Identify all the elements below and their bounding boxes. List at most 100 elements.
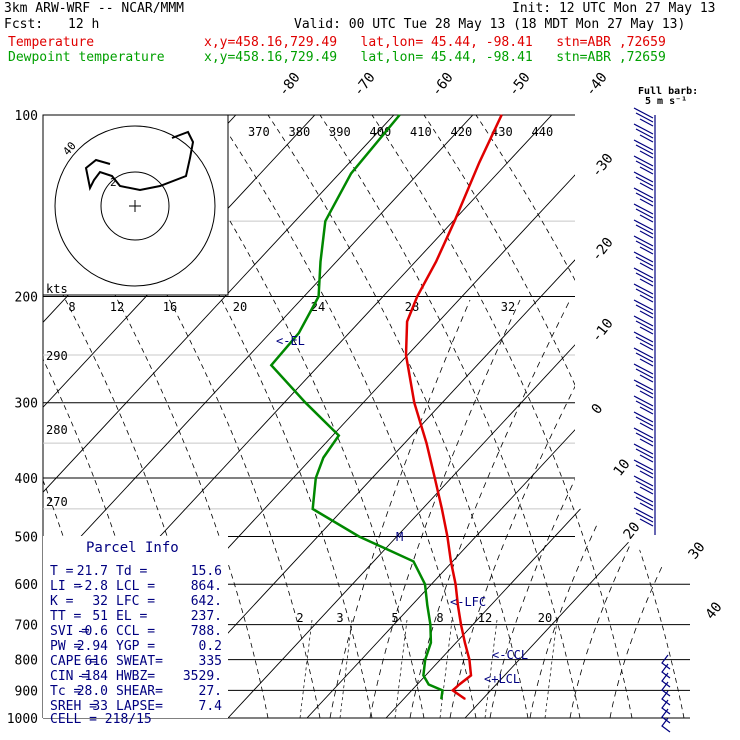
- isotherm-label: -50: [506, 70, 534, 100]
- temperature-line-point: [457, 604, 459, 606]
- theta-label: 280: [46, 423, 68, 437]
- moist-adiabat: [609, 299, 690, 718]
- moist-adiabat: [409, 299, 571, 718]
- theta-label: 390: [329, 125, 351, 139]
- parcel-info-key: LI =: [50, 579, 81, 594]
- level-annotation: <+LCL: [484, 672, 520, 686]
- parcel-info-key: HWBZ=: [116, 669, 155, 684]
- dewpoint-station-info: x,y=458.16,729.49 lat,lon= 45.44, -98.41…: [204, 50, 666, 65]
- dewpoint-line-point: [358, 535, 360, 538]
- pressure-tick-100: 100: [15, 109, 38, 124]
- wind-barb: [633, 203, 654, 223]
- wind-barb: [633, 411, 654, 431]
- theta-label: 270: [46, 495, 68, 509]
- valid-time: Valid: 00 UTC Tue 28 May 13 (18 MDT Mon …: [294, 17, 686, 32]
- temperature-line: [404, 114, 503, 701]
- temperature-legend: Temperature: [8, 35, 95, 50]
- wind-barb: [661, 699, 671, 715]
- isotherm: [385, 115, 690, 718]
- parcel-info-value: 51: [92, 609, 108, 624]
- mixing-ratio-line: [544, 619, 558, 718]
- barb-legend-label: Full barb:: [638, 86, 698, 97]
- mixing-ratio-line: [299, 619, 313, 718]
- wind-barb: [633, 347, 654, 367]
- dewpoint-line-point: [298, 332, 300, 334]
- wind-barb: [633, 123, 654, 143]
- theta-label: 420: [451, 125, 473, 139]
- mixing-ratio-line: [339, 619, 353, 718]
- parcel-info-value: 0.2: [199, 639, 222, 654]
- parcel-info-key: T =: [50, 564, 74, 579]
- wind-barb: [633, 395, 654, 415]
- temperature-axis-label: 32: [501, 300, 515, 314]
- dry-adiabat: [43, 115, 165, 718]
- level-annotation: <-CCL: [492, 648, 528, 662]
- pressure-tick-400: 400: [15, 472, 38, 487]
- moist-adiabat: [369, 299, 521, 718]
- moist-adiabat: [529, 299, 690, 718]
- dry-adiabat: [267, 115, 529, 718]
- mixing-ratio-label: 5: [391, 611, 398, 625]
- wind-barb: [633, 363, 654, 383]
- isotherm: [227, 115, 690, 718]
- wind-barb: [633, 443, 654, 463]
- dewpoint-line-point: [426, 604, 428, 606]
- temperature-line-point: [452, 689, 454, 692]
- temperature-line-point: [450, 560, 452, 563]
- temperature-axis-label: 16: [163, 300, 177, 314]
- isotherm: [464, 115, 690, 718]
- theta-label: 290: [46, 349, 68, 363]
- dewpoint-line-point: [440, 698, 442, 700]
- parcel-info-key: PW =: [50, 639, 81, 654]
- wind-barb: [633, 459, 654, 479]
- wind-barbs: Full barb:5 m s⁻¹: [633, 86, 698, 733]
- parcel-info-value: 28.0: [77, 684, 108, 699]
- wind-barb: [633, 507, 654, 527]
- isotherm-label: 30: [686, 539, 709, 562]
- isotherm-label: -80: [276, 70, 304, 100]
- level-annotation: <-EL: [276, 334, 305, 348]
- wind-barb: [633, 491, 654, 511]
- parcel-info-key: LFC =: [116, 594, 155, 609]
- dewpoint-line-point: [318, 295, 320, 298]
- wind-barb: [633, 139, 654, 159]
- dewpoint-line-point: [315, 477, 317, 479]
- temperature-line-point: [464, 642, 466, 644]
- mixing-ratio-label: 20: [538, 611, 552, 625]
- hodograph-trace: [84, 130, 195, 192]
- parcel-info-background: [43, 536, 228, 718]
- hodograph-units: kts: [46, 282, 68, 296]
- dewpoint-line-point: [430, 642, 432, 644]
- moist-adiabat: [329, 299, 471, 718]
- theta-label: 380: [289, 125, 311, 139]
- dry-adiabat: [319, 115, 581, 718]
- temperature-line-point: [435, 261, 437, 263]
- dewpoint-line-point: [312, 508, 314, 510]
- parcel-info-value: 15.6: [191, 564, 222, 579]
- temperature-line-point: [446, 535, 448, 538]
- isotherm-label: -70: [351, 70, 379, 100]
- wind-barb: [633, 235, 654, 255]
- isotherm-label: -20: [589, 235, 617, 265]
- wind-barb: [661, 708, 671, 724]
- temperature-line-point: [425, 442, 428, 444]
- temperature-line-point: [470, 674, 472, 677]
- parcel-info-value: 864.: [191, 579, 222, 594]
- parcel-info-key: Tc =: [50, 684, 81, 699]
- wind-barb: [661, 717, 671, 733]
- dewpoint-line-point: [324, 220, 326, 222]
- parcel-info-key: SHEAR=: [116, 684, 163, 699]
- temperature-line-point: [460, 624, 462, 626]
- dewpoint-line-point: [424, 659, 426, 661]
- dewpoint-line-point: [428, 683, 430, 686]
- parcel-info-value: 2.94: [77, 639, 108, 654]
- isotherm-label: -10: [589, 316, 617, 346]
- isotherm-label: -40: [583, 70, 611, 100]
- wind-barb: [633, 379, 654, 399]
- parcel-info-key: CCL =: [116, 624, 155, 639]
- pressure-tick-300: 300: [15, 397, 38, 412]
- parcel-info-key: SWEAT=: [116, 654, 163, 669]
- isotherm: [43, 115, 395, 718]
- wind-barb: [633, 315, 654, 335]
- sounding-series: <-EL <-LFC <-CCL <+LCL M: [269, 114, 528, 701]
